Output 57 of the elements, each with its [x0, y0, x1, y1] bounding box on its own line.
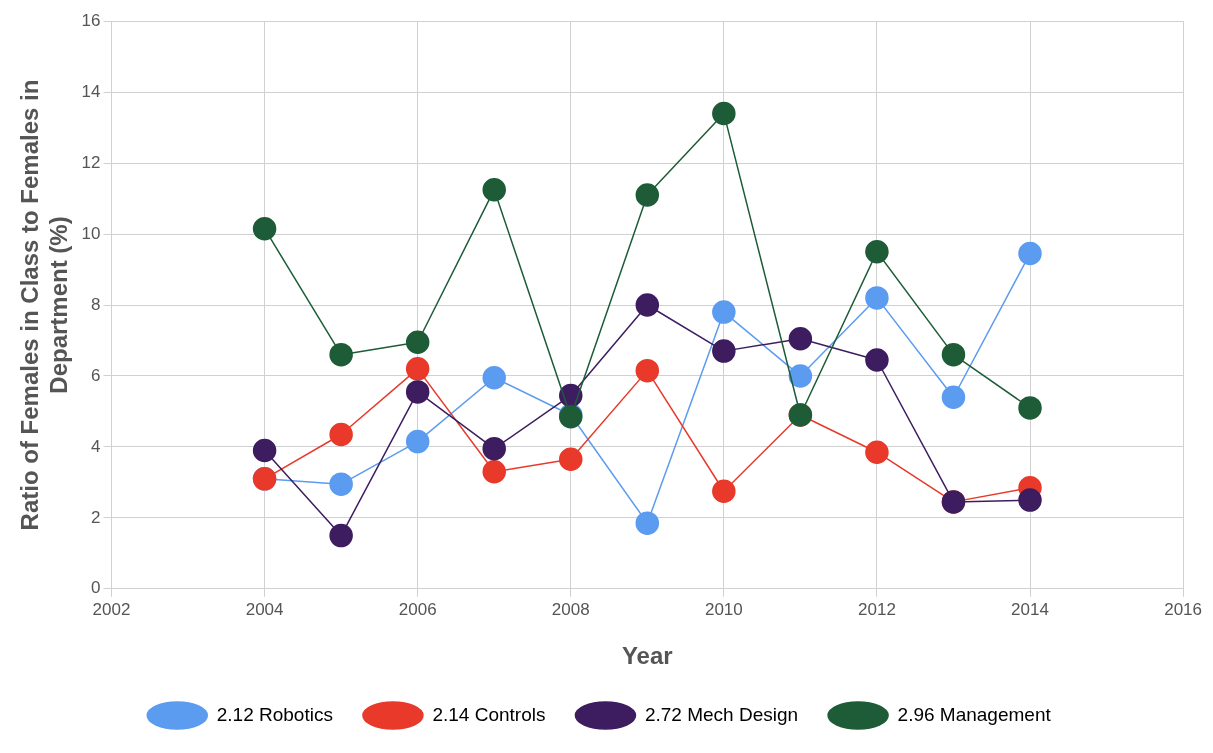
point — [941, 385, 966, 409]
point — [559, 447, 583, 472]
point — [712, 101, 736, 126]
point — [252, 216, 277, 241]
y-tick-label: 8 — [91, 294, 101, 314]
point — [788, 326, 813, 351]
y-tick-label: 12 — [81, 152, 101, 172]
y-tick-label: 6 — [91, 365, 101, 385]
x-tick-label: 2008 — [551, 599, 590, 619]
legend-label: 2.14 Controls — [432, 703, 546, 725]
legend-label: 2.72 Mech Design — [644, 703, 799, 725]
x-tick-label: 2016 — [1164, 599, 1202, 619]
point — [405, 380, 430, 404]
point — [788, 364, 813, 388]
point — [405, 357, 430, 381]
point — [1018, 241, 1042, 266]
point — [635, 293, 660, 317]
x-tick-label: 2012 — [858, 599, 896, 619]
point — [865, 286, 889, 310]
point — [405, 330, 430, 354]
y-tick-label: 10 — [81, 223, 101, 243]
x-axis-title: Year — [621, 642, 673, 670]
point — [712, 300, 736, 324]
point — [252, 438, 277, 463]
point — [329, 342, 353, 367]
point — [482, 459, 506, 484]
point — [482, 177, 506, 202]
point — [941, 342, 966, 367]
x-tick-label: 2010 — [704, 599, 743, 619]
point — [865, 440, 889, 464]
y-axis-title: Ratio of Females in Class to Females in Department (%) — [16, 79, 72, 531]
point — [482, 436, 506, 461]
y-tick-label: 2 — [91, 507, 101, 527]
point — [712, 339, 736, 363]
point — [635, 511, 660, 535]
x-tick-label: 2014 — [1011, 599, 1049, 619]
legend-label: 2.12 Robotics — [216, 703, 333, 725]
point — [712, 479, 736, 503]
point — [635, 183, 660, 207]
point — [405, 429, 430, 454]
x-tick-label: 2002 — [92, 599, 131, 619]
y-tick-label: 4 — [91, 436, 101, 456]
legend-label: 2.96 Management — [897, 703, 1052, 725]
point — [635, 358, 660, 383]
y-tick-label: 16 — [81, 10, 101, 30]
point — [329, 422, 353, 447]
y-tick-label: 14 — [81, 81, 101, 101]
point — [865, 348, 889, 372]
x-tick-label: 2004 — [245, 599, 284, 619]
x-tick-label: 2006 — [398, 599, 437, 619]
point — [329, 523, 353, 548]
point — [482, 365, 506, 390]
point — [329, 472, 353, 496]
y-tick-label: 0 — [91, 578, 101, 598]
point — [1018, 488, 1042, 512]
point — [865, 240, 889, 264]
point — [1018, 396, 1042, 420]
